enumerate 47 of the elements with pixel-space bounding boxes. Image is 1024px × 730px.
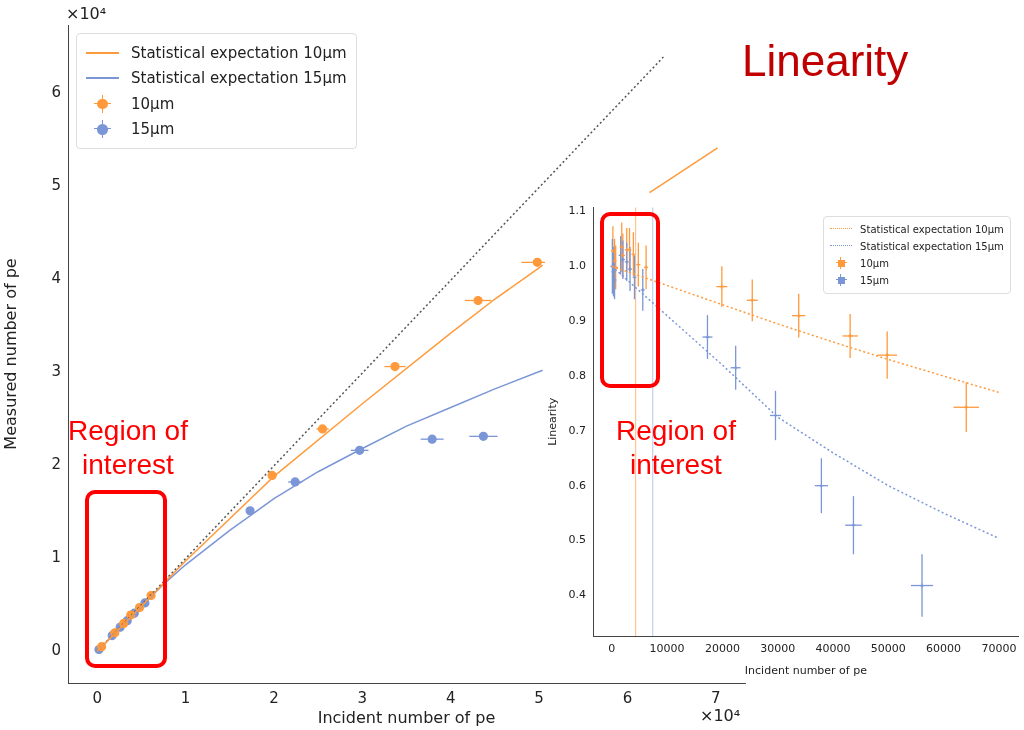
annotation: Region of interest bbox=[68, 415, 188, 480]
y-tick-label: 0.6 bbox=[568, 478, 586, 492]
x-tick-label: 4 bbox=[445, 688, 456, 707]
x-axis-title: Incident number of pe bbox=[744, 664, 868, 678]
text: ×10⁴ bbox=[700, 706, 741, 725]
y-axis-title: Linearity bbox=[546, 397, 560, 446]
x-tick-label: 0 bbox=[608, 642, 616, 656]
y-tick-label: 0.8 bbox=[568, 368, 586, 382]
legend-label: Statistical expectation 15μm bbox=[860, 240, 1004, 252]
legend-label: Statistical expectation 10μm bbox=[860, 223, 1004, 235]
y-tick-label: 0.4 bbox=[568, 588, 586, 602]
legend-label: Statistical expectation 15μm bbox=[131, 69, 347, 88]
x-tick-label: 6 bbox=[622, 688, 633, 707]
y-tick-label: 0.5 bbox=[568, 533, 586, 547]
text: ×10⁴ bbox=[66, 4, 107, 23]
y-tick-label: 2 bbox=[51, 455, 61, 474]
legend-label: Statistical expectation 10μm bbox=[131, 43, 347, 62]
legend-label: 15μm bbox=[860, 274, 889, 286]
x-tick-label: 60000 bbox=[926, 642, 962, 656]
y-tick-label: 1.1 bbox=[568, 204, 586, 218]
x-tick-label: 40000 bbox=[815, 642, 851, 656]
y-tick-label: 0.9 bbox=[568, 314, 586, 327]
legend-label: 15μm bbox=[131, 120, 175, 139]
x-tick-label: 7 bbox=[711, 688, 721, 707]
y-tick-label: 1 bbox=[51, 548, 61, 567]
x-tick-label: 70000 bbox=[981, 642, 1017, 656]
chart-title: Linearity bbox=[742, 36, 909, 86]
x-tick-label: 2 bbox=[269, 688, 279, 707]
y-tick-label: 3 bbox=[51, 362, 61, 381]
y-tick-label: 6 bbox=[51, 82, 61, 101]
annotation: Region of interest bbox=[616, 415, 736, 480]
y-axis-title: Measured number of pe bbox=[0, 258, 20, 450]
legend-label: 10μm bbox=[131, 94, 175, 113]
x-tick-label: 5 bbox=[534, 688, 544, 707]
x-tick-label: 3 bbox=[357, 688, 368, 707]
x-tick-label: 10000 bbox=[649, 642, 685, 656]
x-tick-label: 30000 bbox=[760, 642, 796, 656]
x-tick-label: 0 bbox=[92, 688, 102, 707]
x-axis-title: Incident number of pe bbox=[317, 707, 496, 727]
x-tick-label: 1 bbox=[180, 688, 191, 707]
y-tick-label: 1.0 bbox=[568, 259, 586, 273]
y-tick-label: 5 bbox=[51, 175, 61, 194]
y-tick-label: 0.7 bbox=[568, 423, 586, 437]
x-tick-label: 50000 bbox=[870, 642, 906, 656]
x-tick-label: 20000 bbox=[704, 642, 740, 656]
legend-label: 10μm bbox=[860, 257, 889, 269]
y-tick-label: 4 bbox=[51, 268, 61, 287]
